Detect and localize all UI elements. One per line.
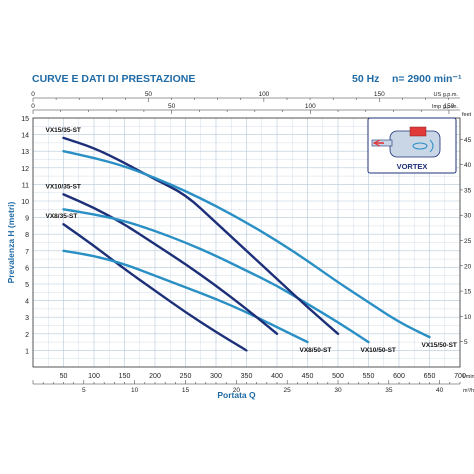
x-tick-label: 400 xyxy=(271,373,283,380)
series-label: VX8/50-ST xyxy=(300,347,332,354)
series-label: VX15/35-ST xyxy=(46,127,81,134)
feet-tick-label: 40 xyxy=(464,162,472,169)
feet-tick-label: 30 xyxy=(464,213,472,220)
m3h-tick-label: 30 xyxy=(334,387,342,394)
m3h-tick-label: 35 xyxy=(385,387,393,394)
curve-vx8-35-st xyxy=(62,223,248,352)
feet-tick-label: 25 xyxy=(464,238,472,245)
x-axis-label: Portata Q xyxy=(217,390,256,400)
feet-tick-label: 20 xyxy=(464,263,472,270)
feet-tick-label: 35 xyxy=(464,187,472,194)
usgpm-tick-label: 50 xyxy=(145,91,153,98)
y-tick-label: 15 xyxy=(21,116,29,123)
x-tick-label: 550 xyxy=(363,373,375,380)
vortex-label: VORTEX xyxy=(397,162,428,171)
series-label: VX8/35-ST xyxy=(46,213,78,220)
x-tick-label: 50 xyxy=(60,373,68,380)
impgpm-unit-label: Imp g.p.m. xyxy=(432,104,458,110)
y-tick-label: 7 xyxy=(25,249,29,256)
curve-vx10-35-st xyxy=(62,193,279,335)
x-tick-label: 450 xyxy=(302,373,314,380)
m3h-tick-label: 10 xyxy=(131,387,139,394)
x-unit-label: l/min xyxy=(463,374,474,380)
x-tick-label: 500 xyxy=(332,373,344,380)
plot-frame xyxy=(32,117,461,368)
x-tick-label: 200 xyxy=(149,373,161,380)
series-label: VX10/50-ST xyxy=(361,347,396,354)
x-tick-label: 300 xyxy=(210,373,222,380)
curve-vx8-50-st xyxy=(62,249,309,344)
x-tick-label: 350 xyxy=(241,373,253,380)
y-tick-label: 10 xyxy=(21,199,29,206)
m3h-tick-label: 25 xyxy=(284,387,292,394)
usgpm-tick-label: 0 xyxy=(31,91,35,98)
feet-tick-label: 45 xyxy=(464,137,472,144)
y-tick-label: 11 xyxy=(22,182,29,189)
y-tick-label: 4 xyxy=(25,299,29,306)
curve-vx15-50-st xyxy=(62,150,431,339)
y-tick-label: 1 xyxy=(25,348,29,355)
m3h-unit-label: m³/h xyxy=(463,388,474,394)
usgpm-unit-label: US g.p.m. xyxy=(434,92,459,98)
y-tick-label: 2 xyxy=(25,332,29,339)
vortex-inset: VORTEX xyxy=(367,117,457,174)
y-axis-label: Prevalenza H (metri) xyxy=(6,201,16,283)
x-tick-label: 700 xyxy=(454,373,466,380)
curve-vx10-50-st xyxy=(62,208,370,344)
feet-tick-label: 10 xyxy=(464,314,472,321)
m3h-tick-label: 40 xyxy=(436,387,444,394)
y-tick-label: 13 xyxy=(21,149,29,156)
y-tick-label: 9 xyxy=(25,216,29,223)
curve-vx15-35-st xyxy=(62,136,340,335)
y-tick-label: 5 xyxy=(25,282,29,289)
feet-unit-label: feet xyxy=(462,112,472,118)
series-label: VX10/35-ST xyxy=(46,183,81,190)
m3h-tick-label: 20 xyxy=(233,387,241,394)
impgpm-tick-label: 150 xyxy=(444,103,455,110)
impgpm-tick-label: 0 xyxy=(31,103,35,110)
feet-tick-label: 5 xyxy=(464,339,468,346)
x-tick-label: 650 xyxy=(424,373,436,380)
series-label: VX15/50-ST xyxy=(422,342,457,349)
x-tick-label: 250 xyxy=(180,373,192,380)
feet-tick-label: 15 xyxy=(464,289,472,296)
speed-label: n= 2900 min⁻¹ xyxy=(392,73,462,85)
x-tick-label: 100 xyxy=(88,373,100,380)
chart-title: CURVE E DATI DI PRESTAZIONE xyxy=(32,73,196,85)
impgpm-tick-label: 50 xyxy=(168,103,176,110)
usgpm-tick-label: 150 xyxy=(374,91,385,98)
usgpm-tick-label: 100 xyxy=(258,91,269,98)
x-tick-label: 150 xyxy=(119,373,131,380)
chart-curves xyxy=(62,136,431,352)
m3h-tick-label: 5 xyxy=(82,387,86,394)
y-tick-label: 6 xyxy=(25,265,29,272)
impgpm-tick-label: 100 xyxy=(305,103,316,110)
y-tick-label: 8 xyxy=(25,232,29,239)
chart-labels: VX8/35-ST VX8/50-ST VX10/35-ST VX10/50-ST VX… xyxy=(46,127,457,354)
y-tick-label: 14 xyxy=(21,133,29,140)
x-tick-label: 600 xyxy=(393,373,405,380)
m3h-tick-label: 15 xyxy=(182,387,190,394)
y-tick-label: 12 xyxy=(21,166,29,173)
y-tick-label: 3 xyxy=(25,315,29,322)
frequency-label: 50 Hz xyxy=(352,73,380,85)
